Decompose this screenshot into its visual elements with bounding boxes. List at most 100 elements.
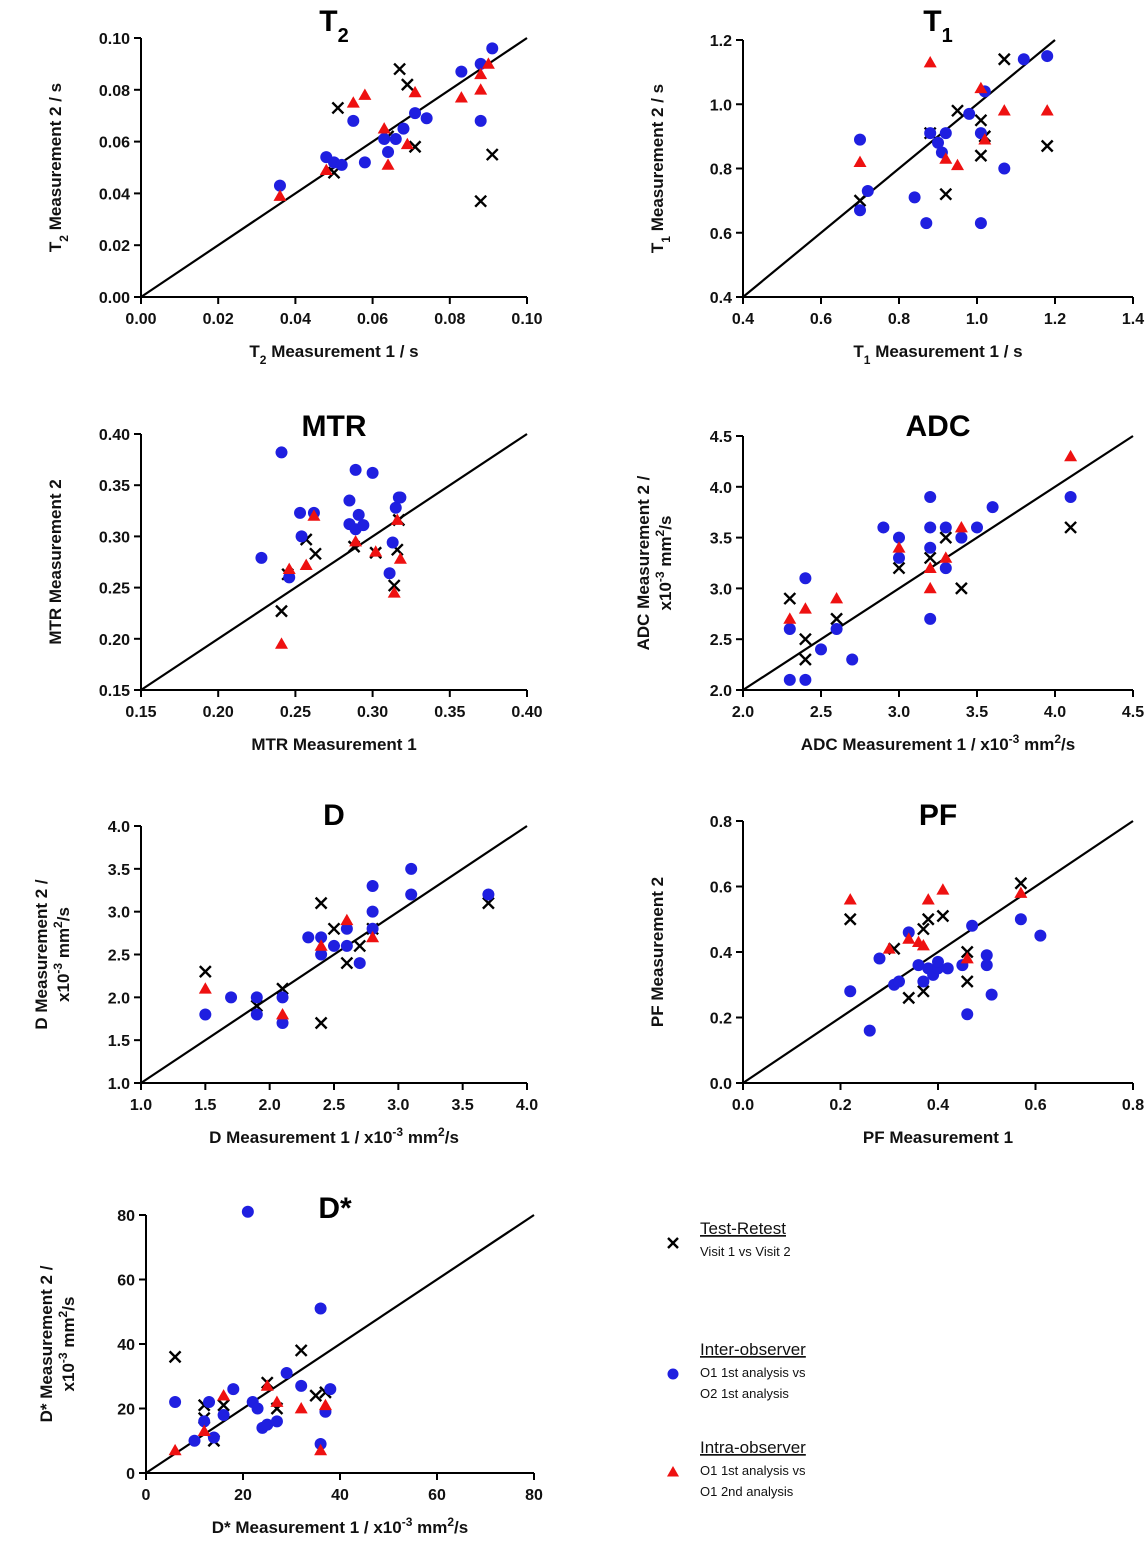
d-x-tick-label: 1.0: [130, 1097, 152, 1114]
mtr-inter-observer-point: [255, 551, 268, 564]
t1-test-retest-point: [974, 113, 988, 127]
pf-identity-line: [742, 820, 1134, 1084]
t1-y-tick-label: 0.4: [710, 290, 732, 307]
mtr-x-tick-label: 0.15: [125, 704, 156, 721]
adc-inter-observer-point: [939, 562, 952, 575]
t1-intra-observer-point: [1040, 104, 1054, 116]
adc-inter-observer-point: [846, 653, 859, 666]
mtr-x-tick-label: 0.30: [357, 704, 388, 721]
adc-x-tick-label: 3.0: [888, 704, 910, 721]
adc-y-tick-label: 3.0: [710, 581, 732, 598]
adc-inter-observer-point: [877, 521, 890, 534]
pf-x-tick-label: 0.8: [1122, 1097, 1144, 1114]
d-intra-observer-point: [314, 939, 328, 951]
d-inter-observer-point: [328, 939, 340, 952]
d-inter-observer-point: [340, 922, 353, 935]
t1-y-tick-label: 1.0: [710, 97, 732, 114]
chart-dstar: D* 0 20 40 60 80 0 20 40 60 80 D* Measurement 1 / x…: [37, 1192, 543, 1537]
chart-d: D 1.0 1.5 2.0 2.5 3.0 3.5 4.0 1.0 1.5 2.0 2.5 3.0 3.5…: [32, 799, 538, 1147]
t1-intra-observer-point: [951, 158, 964, 171]
mtr-test-retest-point: [387, 579, 401, 592]
mtr-x-label: MTR Measurement 1: [251, 735, 416, 754]
d-test-retest-point: [276, 982, 289, 996]
pf-intra-observer-point: [916, 938, 930, 951]
adc-intra-observer-point: [830, 592, 844, 604]
mtr-y-tick-label: 0.40: [99, 427, 130, 444]
dstar-inter-observer-point: [227, 1383, 240, 1396]
t1-test-retest-point: [997, 52, 1011, 66]
d-inter-observer-point: [366, 922, 379, 935]
t2-intra-observer-point: [400, 137, 414, 150]
dstar-test-retest-point: [309, 1389, 323, 1402]
t2-y-tick-label: 0.10: [99, 31, 130, 48]
chart-mtr: MTR 0.15 0.20 0.25 0.30 0.35 0.40 0.15 0.20 0.25 0…: [46, 410, 543, 754]
legend-description: O1 1st analysis vs: [700, 1365, 806, 1380]
adc-y-label: ADC Measurement 2 /: [634, 475, 653, 650]
dstar-intra-observer-point: [168, 1443, 182, 1456]
t2-inter-observer-point: [347, 114, 360, 127]
t1-test-retest-point: [1040, 139, 1054, 153]
adc-title: ADC: [906, 410, 971, 443]
t1-inter-observer-point: [920, 217, 933, 230]
adc-x-tick-label: 2.0: [732, 704, 754, 721]
d-identity-line: [140, 825, 528, 1084]
t1-inter-observer-point: [924, 127, 937, 140]
adc-y-tick-label: 2.0: [710, 683, 732, 700]
t2-x-tick-label: 0.00: [125, 311, 156, 328]
mtr-intra-observer-point: [387, 586, 401, 598]
t1-inter-observer-point: [1017, 53, 1030, 66]
d-inter-observer-point: [315, 948, 328, 961]
d-test-retest-point: [353, 939, 367, 953]
t2-x-tick-label: 0.10: [511, 311, 542, 328]
pf-intra-observer-point: [1014, 886, 1028, 898]
t2-intra-observer-point: [474, 67, 488, 80]
pf-inter-observer-point: [980, 949, 993, 962]
d-y-tick-label: 2.0: [108, 990, 130, 1007]
t2-intra-observer-point: [474, 83, 488, 95]
d-intra-observer-point: [366, 930, 380, 943]
dstar-x-tick-label: 20: [234, 1487, 252, 1504]
mtr-y-tick-label: 0.30: [99, 529, 130, 546]
mtr-x-tick-label: 0.35: [434, 704, 465, 721]
t2-y-tick-label: 0.04: [99, 186, 130, 203]
adc-intra-observer-point: [923, 581, 937, 594]
t2-test-retest-point: [331, 101, 345, 115]
t2-intra-observer-point: [358, 88, 372, 100]
mtr-intra-observer-point: [393, 552, 407, 564]
d-inter-observer-point: [250, 1008, 263, 1021]
adc-y-tick-label: 4.5: [710, 429, 732, 446]
dstar-intra-observer-point: [294, 1402, 308, 1414]
legend: Test-Retest Visit 1 vs Visit 2 Inter-obser…: [667, 1219, 806, 1499]
pf-inter-observer-point: [917, 975, 930, 988]
legend-item-circle: Inter-observer O1 1st analysis vs O2 1st a…: [667, 1340, 806, 1401]
t2-x-tick-label: 0.04: [280, 311, 311, 328]
d-inter-observer-point: [366, 879, 379, 892]
dstar-intra-observer-point: [217, 1389, 231, 1401]
pf-inter-observer-point: [912, 959, 925, 972]
pf-test-retest-point: [1014, 876, 1028, 890]
t2-test-retest-point: [485, 148, 499, 161]
pf-y-tick-label: 0.4: [710, 945, 732, 962]
pf-x-tick-label: 0.2: [829, 1097, 851, 1114]
t1-x-tick-label: 0.8: [888, 311, 910, 328]
d-inter-observer-point: [199, 1008, 212, 1021]
d-intra-observer-point: [276, 1007, 290, 1020]
adc-x-label: ADC Measurement 1 / x10-3 mm2/s: [801, 732, 1075, 754]
t2-x-tick-label: 0.08: [434, 311, 465, 328]
adc-intra-observer-point: [1064, 449, 1078, 462]
d-inter-observer-point: [276, 1017, 289, 1030]
mtr-inter-observer-point: [383, 567, 396, 580]
t2-test-retest-point: [408, 140, 422, 154]
t1-y-tick-label: 0.6: [710, 226, 732, 243]
chart-t1: T1 0.4 0.6 0.8 1.0 1.2 1.4 0.4 0.6 0.8 1.0 1.2 T1 Me…: [648, 5, 1144, 367]
dstar-intra-observer-point: [318, 1398, 332, 1411]
adc-intra-observer-point: [892, 541, 906, 553]
pf-test-retest-point: [960, 945, 974, 959]
adc-inter-observer-point: [924, 612, 937, 625]
d-inter-observer-point: [250, 991, 263, 1004]
pf-x-tick-label: 0.0: [732, 1097, 754, 1114]
mtr-title: MTR: [302, 410, 367, 443]
mtr-test-retest-point: [275, 604, 288, 618]
dstar-inter-observer-point: [251, 1402, 264, 1415]
adc-inter-observer-point: [830, 623, 843, 636]
